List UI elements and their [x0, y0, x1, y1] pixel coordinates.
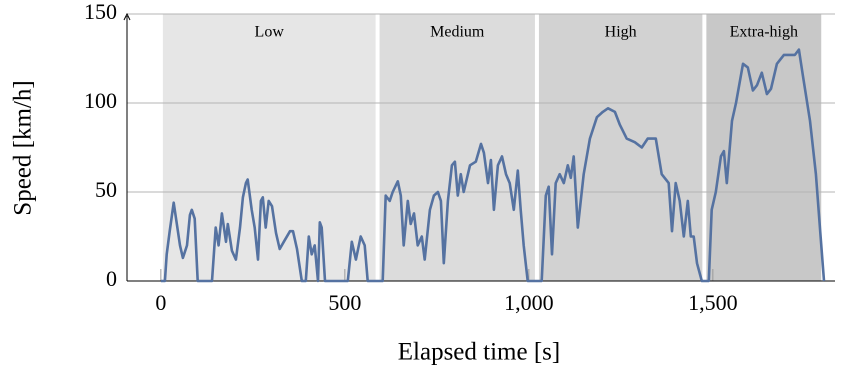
phase-label: High	[605, 24, 637, 41]
phase-label: Medium	[430, 24, 485, 41]
y-tick-label: 150	[84, 0, 117, 24]
x-tick-label: 500	[328, 290, 361, 315]
phase-label: Low	[255, 24, 285, 41]
x-axis-label: Elapsed time [s]	[398, 339, 560, 366]
y-axis-label: Speed [km/h]	[10, 80, 37, 215]
x-tick-label: 1,000	[504, 290, 554, 315]
x-tick-label: 0	[155, 290, 166, 315]
y-tick-label: 100	[84, 88, 117, 113]
phase-band	[162, 14, 376, 281]
y-tick-label: 50	[95, 177, 117, 202]
y-axis-arrow	[123, 12, 131, 21]
phase-band	[538, 14, 703, 281]
speed-line	[160, 48, 826, 283]
y-tick-label: 0	[106, 266, 117, 291]
phase-band	[706, 14, 822, 281]
x-tick-label: 1,500	[688, 290, 738, 315]
phase-label: Extra-high	[730, 24, 798, 41]
